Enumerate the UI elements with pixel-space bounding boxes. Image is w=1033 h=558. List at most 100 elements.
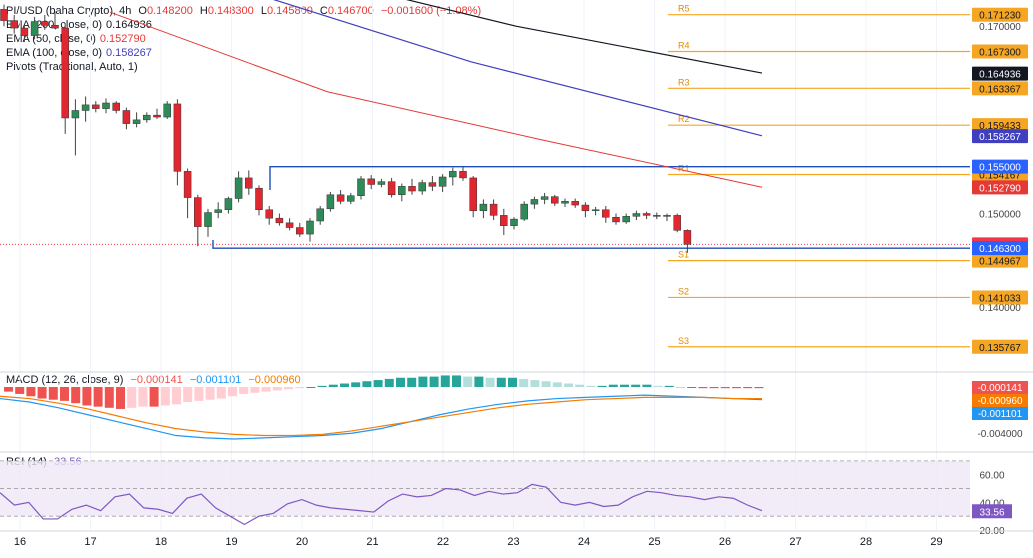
- price-tag: [972, 66, 1028, 81]
- macd-histogram-bar: [754, 387, 764, 389]
- macd-histogram-bar: [228, 387, 237, 397]
- macd-histogram-bar: [463, 376, 473, 387]
- candlesticks: [0, 4, 692, 253]
- macd-legend[interactable]: MACD (12, 26, close, 9) −0.000141 −0.001…: [6, 374, 301, 386]
- macd-histogram-bar: [104, 387, 114, 408]
- time-tick: 20: [296, 536, 308, 548]
- candle-body: [398, 186, 406, 196]
- candle-body: [204, 212, 212, 227]
- signal-line: [0, 395, 762, 437]
- candle-body: [173, 103, 182, 172]
- pivot-levels: R5 R4 R3 R2 R1 S1 S2 S3: [668, 4, 970, 348]
- macd-histogram-bar: [440, 375, 450, 387]
- candle-body: [428, 182, 437, 187]
- price-tag-text: 0.158267: [979, 132, 1021, 143]
- time-tick: 19: [225, 536, 237, 548]
- candle-body: [132, 119, 141, 124]
- macd-histogram-bar: [127, 387, 137, 408]
- pivot-price-tag-text: 0.135767: [979, 343, 1021, 354]
- macd-value-tag: [972, 394, 1028, 407]
- close-value: C0.146700: [319, 5, 374, 17]
- candle-body: [102, 102, 110, 109]
- macd-histogram-bar: [642, 384, 652, 387]
- candle-body: [234, 177, 243, 199]
- macd-histogram-bar: [138, 387, 148, 407]
- candle-body: [377, 181, 386, 185]
- time-tick: 29: [930, 536, 942, 548]
- candle-body: [612, 216, 620, 223]
- macd-histogram-bar: [743, 387, 753, 389]
- candle-body: [357, 178, 365, 196]
- pivots-legend[interactable]: Pivots (Traditional, Auto, 1): [6, 61, 138, 73]
- rsi-value-tag: [972, 504, 1012, 519]
- candle-body: [449, 171, 457, 178]
- candle-body: [285, 222, 294, 228]
- range-box: [0, 165, 970, 249]
- time-tick: 22: [437, 536, 449, 548]
- macd-histogram-bar: [519, 378, 529, 387]
- ema200-legend[interactable]: EMA (200, close, 0) 0.164936: [6, 19, 152, 31]
- macd-value-tag: [972, 407, 1028, 420]
- macd-histogram-bar: [160, 387, 170, 406]
- pivot-label-r3: R3: [678, 77, 690, 87]
- candle-body: [183, 171, 192, 198]
- macd-histogram-bar: [564, 383, 573, 387]
- range-top-line: [269, 165, 970, 190]
- ema50-legend[interactable]: EMA (50, close, 0) 0.152790: [6, 33, 146, 45]
- pivot-price-tag: [972, 118, 1028, 133]
- macd-histogram-bar: [261, 387, 271, 392]
- candle-body: [459, 171, 467, 179]
- macd-histogram-bar: [60, 387, 69, 401]
- macd-histogram-bar: [508, 377, 517, 387]
- candle-body: [275, 217, 284, 224]
- macd-histogram-bar: [496, 377, 506, 387]
- candle-body: [530, 199, 539, 205]
- candle-body: [683, 230, 692, 245]
- macd-value-tag: [972, 381, 1028, 394]
- macd-histogram-bar: [373, 380, 383, 387]
- price-tick: 0.140000: [979, 303, 1021, 314]
- candle-body: [561, 201, 569, 204]
- macd-histogram-bar: [362, 381, 372, 387]
- pivot-label-s3: S3: [678, 336, 689, 346]
- candle-body: [551, 196, 559, 204]
- ema50-line: [109, 11, 763, 188]
- candle-body: [479, 203, 488, 211]
- macd-histogram-bar: [698, 387, 708, 389]
- macd-histogram-bar: [317, 385, 327, 387]
- macd-histogram-bar: [396, 377, 405, 387]
- candle-body: [122, 110, 131, 124]
- price-tag: [972, 159, 1028, 174]
- macd-histogram-bar: [284, 387, 293, 390]
- change-value: −0.001600 (−1.08%): [380, 5, 482, 17]
- price-tag: [972, 180, 1028, 195]
- candle-body: [602, 209, 610, 218]
- price-axis: 0.170000 0.150000 0.140000 0.171230 0.167300…: [972, 7, 1028, 354]
- pivot-label-s1: S1: [678, 250, 689, 260]
- macd-histogram-bar: [272, 387, 282, 391]
- pivot-label-r2: R2: [678, 114, 690, 124]
- macd-histogram-bar: [597, 385, 607, 387]
- price-tag-text: 0.146300: [979, 244, 1021, 255]
- candle-body: [153, 114, 161, 118]
- candle-body: [214, 209, 222, 213]
- ema100-legend[interactable]: EMA (100, close, 0) 0.158267: [6, 47, 152, 59]
- time-tick: 17: [84, 536, 96, 548]
- macd-pane: -0.004000 -0.000141 -0.000960 -0.001101: [0, 371, 1033, 440]
- pivot-price-tag: [972, 339, 1028, 354]
- candle-body: [438, 176, 447, 187]
- macd-histogram-bar: [687, 387, 697, 388]
- pivot-price-tag: [972, 253, 1028, 268]
- macd-histogram-bar: [541, 381, 551, 387]
- macd-histogram-bar: [631, 384, 641, 387]
- ema100-line: [273, 0, 763, 137]
- macd-histogram-bar: [37, 387, 47, 399]
- macd-histogram-bar: [340, 383, 349, 387]
- candle-body: [71, 110, 80, 119]
- macd-line: [0, 394, 763, 440]
- macd-histogram-bar: [48, 387, 58, 400]
- macd-histogram-bar: [429, 376, 439, 387]
- pivot-label-s2: S2: [678, 286, 689, 296]
